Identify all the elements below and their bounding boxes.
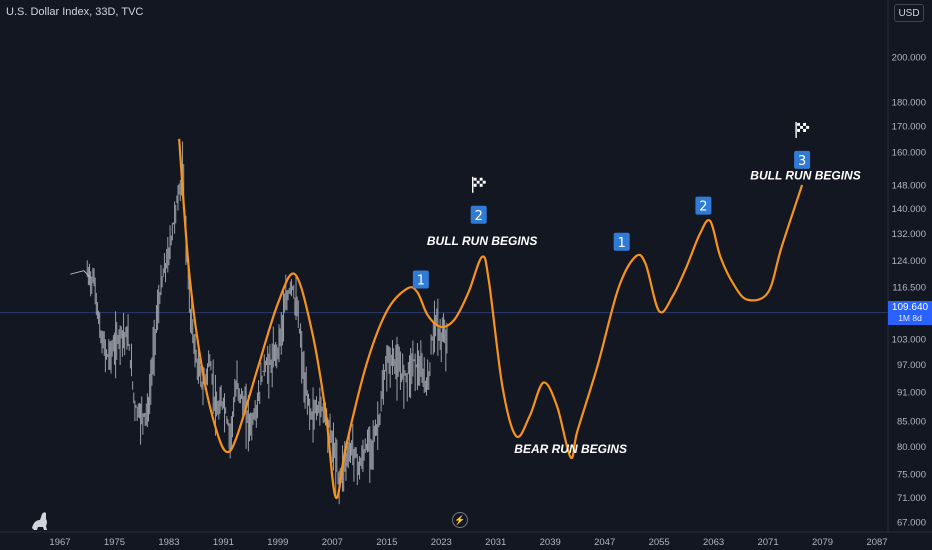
price-tick-label: 71.000 [897, 493, 926, 504]
flag-square [473, 177, 477, 181]
currency-button[interactable]: USD [894, 4, 924, 22]
flag-square [482, 180, 486, 184]
price-tick-label: 67.000 [897, 518, 926, 529]
flag-square [482, 177, 486, 181]
phase-label: BULL RUN BEGINS [427, 234, 537, 248]
time-tick-label: 1999 [267, 537, 288, 548]
flag-square [800, 122, 804, 126]
flag-square [473, 183, 477, 187]
price-tick-label: 160.000 [892, 147, 926, 158]
checkered-flag-icon [472, 176, 486, 193]
wave-number-label: 1 [618, 236, 626, 251]
flag-square [482, 183, 486, 187]
flag-square [476, 183, 480, 187]
price-history-series [70, 141, 448, 505]
flag-square [806, 128, 810, 132]
price-tick-label: 97.000 [897, 360, 926, 371]
flag-square [797, 122, 801, 126]
symbol-title: U.S. Dollar Index, 33D, TVC [6, 6, 144, 18]
price-tick-label: 85.000 [897, 416, 926, 427]
flag-square [803, 122, 807, 126]
wave-number-label: 1 [417, 274, 425, 289]
projection-line [178, 138, 804, 499]
wave-number-label: 2 [699, 200, 707, 215]
flag-square [806, 122, 810, 126]
price-tick-label: 200.000 [892, 53, 926, 64]
time-tick-label: 2087 [866, 537, 887, 548]
time-tick-label: 2063 [703, 537, 724, 548]
wave-number-badge [613, 232, 630, 251]
flag-square [479, 183, 483, 187]
lightning-icon[interactable]: ⚡ [452, 512, 468, 528]
phase-label: BULL RUN BEGINS [750, 168, 860, 182]
time-tick-label: 2071 [757, 537, 778, 548]
flag-square [476, 180, 480, 184]
flag-square [797, 125, 801, 129]
flag-square [479, 177, 483, 181]
time-tick-label: 1983 [158, 537, 179, 548]
bar-countdown: 1M 8d [898, 312, 922, 323]
last-price-label: 109.640 1M 8d [888, 300, 932, 325]
price-tick-label: 116.500 [892, 282, 926, 293]
price-tick-label: 170.000 [892, 122, 926, 133]
price-tick-label: 140.000 [892, 204, 926, 215]
flag-square [479, 180, 483, 184]
price-tick-label: 80.000 [897, 442, 926, 453]
time-tick-label: 2047 [594, 537, 615, 548]
price-tick-label: 124.000 [892, 256, 926, 267]
time-tick-label: 1967 [49, 537, 70, 548]
time-tick-label: 2079 [812, 537, 833, 548]
time-axis[interactable]: 1967 1975 1983 1991 1999 2007 2015 2023 2031 2039… [0, 531, 932, 548]
flag-square [473, 180, 477, 184]
wave-number-badge [695, 196, 712, 215]
time-tick-label: 1991 [213, 537, 234, 548]
time-tick-label: 1975 [104, 537, 125, 548]
price-tick-label: 75.000 [897, 470, 926, 481]
time-tick-label: 2023 [431, 537, 452, 548]
flag-square [803, 125, 807, 129]
time-tick-label: 2039 [540, 537, 561, 548]
last-price-value: 109.640 [891, 301, 929, 313]
flag-square [797, 128, 801, 132]
flag-square [800, 128, 804, 132]
wave-number-label: 3 [798, 154, 806, 169]
wave-number-badge [794, 150, 811, 169]
flag-square [803, 128, 807, 132]
wave-number-badge [470, 205, 487, 224]
projection-series [178, 138, 804, 499]
flag-square [806, 125, 810, 129]
time-tick-label: 2015 [376, 537, 397, 548]
flag-square [800, 125, 804, 129]
time-tick-label: 2055 [649, 537, 670, 548]
time-tick-label: 2031 [485, 537, 506, 548]
wave-number-label: 2 [475, 209, 483, 224]
flag-square [476, 177, 480, 181]
checkered-flag-icon [795, 121, 810, 138]
dino-icon [32, 512, 47, 530]
price-tick-label: 103.000 [892, 335, 926, 346]
wave-number-badge [412, 270, 429, 289]
price-tick-label: 180.000 [892, 97, 926, 108]
price-axis[interactable]: 200.000 180.000 170.000 160.000 148.000 140.0… [887, 0, 926, 532]
time-tick-label: 2007 [322, 537, 343, 548]
price-tick-label: 91.000 [897, 387, 926, 398]
price-early-segment [70, 270, 91, 279]
phase-label: BEAR RUN BEGINS [514, 442, 627, 456]
price-tick-label: 132.000 [892, 229, 926, 240]
price-tick-label: 148.000 [892, 181, 926, 192]
